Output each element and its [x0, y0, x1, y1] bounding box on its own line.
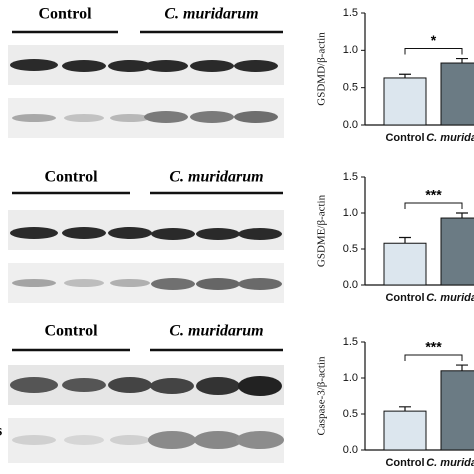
group-label: Control	[44, 169, 98, 186]
y-tick-label: 0.0	[343, 444, 358, 456]
faint-bands	[12, 111, 284, 449]
error-bar	[456, 364, 468, 371]
error-bar	[456, 57, 468, 64]
y-tick-label: 1.0	[343, 372, 358, 384]
group-label: C. muridarum	[164, 6, 258, 23]
y-tick-label: 0.0	[343, 119, 358, 131]
bar	[383, 77, 427, 126]
y-tick-label: 0.5	[343, 408, 358, 420]
error-bar	[456, 212, 468, 219]
x-tick-label: Control	[385, 457, 424, 469]
significance-label: *	[431, 32, 437, 48]
y-tick-label: 0.5	[343, 243, 358, 255]
x-tick-label: Control	[385, 292, 424, 304]
x-tick-label: C. muridarum	[426, 132, 474, 144]
group-label: C. muridarum	[169, 323, 263, 340]
bar	[440, 370, 474, 451]
group-label: Control	[44, 323, 98, 340]
blot-images	[8, 45, 284, 463]
y-axis-label: GSDME/β-actin	[316, 194, 328, 267]
significance-bracket	[404, 202, 463, 209]
y-tick-label: 1.0	[343, 44, 358, 56]
significance-label: ***	[425, 339, 442, 355]
bands	[10, 59, 282, 396]
y-tick-label: 1.5	[343, 7, 358, 19]
group-label: Control	[38, 6, 92, 23]
y-tick-label: 1.0	[343, 207, 358, 219]
side-label: s	[0, 423, 2, 440]
group-label: C. muridarum	[169, 169, 263, 186]
y-axis-label: GSDMD/β-actin	[316, 32, 328, 106]
x-tick-label: C. muridarum	[426, 457, 474, 469]
significance-bracket	[404, 354, 463, 362]
y-tick-label: 0.0	[343, 279, 358, 291]
significance-label: ***	[425, 187, 442, 203]
x-tick-label: Control	[385, 132, 424, 144]
y-axis-label: Caspase-3/β-actin	[316, 356, 328, 435]
y-tick-label: 1.5	[343, 171, 358, 183]
bar	[440, 217, 474, 286]
bar	[383, 410, 427, 451]
y-tick-label: 1.5	[343, 336, 358, 348]
significance-bracket	[404, 48, 463, 55]
error-bar	[399, 73, 411, 78]
bar	[383, 242, 427, 286]
y-tick-label: 0.5	[343, 82, 358, 94]
error-bar	[399, 406, 411, 412]
bar	[440, 62, 474, 126]
error-bar	[399, 236, 411, 244]
x-tick-label: C. muridarum	[426, 292, 474, 304]
